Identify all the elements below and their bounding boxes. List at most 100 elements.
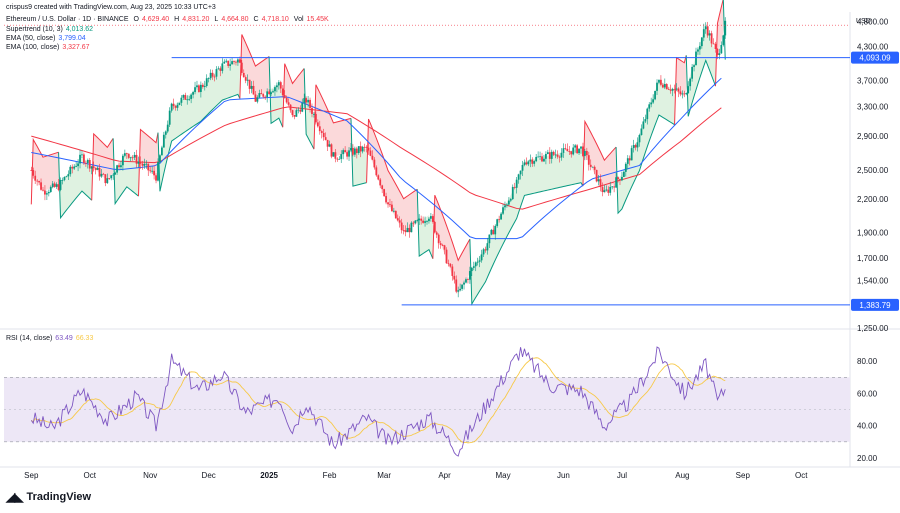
candle-body — [605, 189, 608, 191]
candle-body — [61, 179, 64, 181]
supertrend-legend[interactable]: Supertrend (10, 3) 4,013.62 — [6, 25, 96, 34]
candle-body — [660, 79, 662, 85]
candle-body — [671, 88, 674, 91]
candle-body — [223, 61, 226, 64]
candle-body — [84, 162, 87, 164]
rsi-legend[interactable]: RSI (14, close) 63.49 66.33 — [6, 334, 96, 343]
candle-body — [36, 180, 39, 182]
candle-body — [541, 156, 543, 162]
candle-body — [595, 169, 598, 182]
candle-body — [199, 84, 202, 92]
rsi-ma-value: 66.33 — [75, 335, 94, 342]
candle-body — [209, 72, 212, 79]
candle-body — [506, 204, 508, 206]
candle-body — [40, 182, 42, 190]
candle-body — [240, 62, 243, 73]
x-tick-label: Oct — [84, 471, 97, 480]
candle-body — [710, 33, 713, 44]
candle-body — [622, 171, 625, 177]
candle-body — [414, 220, 417, 224]
candle-body — [281, 88, 284, 96]
candle-body — [106, 178, 109, 184]
candle-body — [184, 94, 187, 100]
candle-body — [92, 166, 95, 169]
candle-body — [262, 94, 265, 97]
candle-body — [127, 153, 130, 158]
candle-body — [188, 98, 191, 100]
candle-body — [371, 155, 374, 160]
supertrend-up-band — [113, 138, 139, 204]
supertrend-down-band — [282, 63, 305, 128]
candle-body — [194, 87, 196, 93]
candle-body — [634, 145, 637, 148]
candle-body — [572, 147, 575, 155]
candle-body — [108, 178, 111, 180]
currency-label[interactable]: USD — [856, 18, 871, 25]
ema50-legend[interactable]: EMA (50, close) 3,799.04 — [6, 34, 89, 43]
supertrend-up-line — [469, 182, 584, 306]
candle-body — [118, 165, 120, 168]
candle-body — [398, 220, 401, 223]
candle-body — [673, 88, 676, 90]
candle-body — [365, 146, 368, 148]
candle-body — [531, 159, 534, 164]
candle-body — [213, 76, 216, 78]
supertrend-up-line — [685, 55, 716, 117]
candle-body — [691, 66, 694, 79]
x-tick-label: Dec — [202, 471, 216, 480]
candle-body — [38, 181, 40, 183]
candle-body — [591, 166, 594, 168]
candle-body — [648, 104, 651, 109]
candle-body — [519, 170, 522, 175]
candle-body — [467, 279, 469, 280]
candle-body — [264, 96, 267, 98]
candle-body — [83, 154, 85, 163]
candle-body — [346, 152, 348, 157]
ema50-label: EMA (50, close) — [6, 35, 56, 42]
candle-body — [568, 151, 571, 153]
candle-body — [258, 93, 261, 98]
supertrend-down-band — [239, 34, 270, 100]
low-label: L — [214, 16, 219, 23]
candle-body — [720, 44, 723, 54]
candle-body — [597, 179, 600, 182]
x-tick-label: Jun — [557, 471, 570, 480]
candle-body — [143, 163, 146, 166]
x-tick-label: Mar — [377, 471, 391, 480]
candle-body — [693, 65, 695, 67]
candle-body — [353, 148, 356, 155]
candle-body — [377, 175, 380, 180]
candle-body — [363, 146, 366, 148]
candle-body — [431, 216, 434, 222]
candle-body — [441, 244, 444, 246]
rsi-y-tick-label: 60.00 — [857, 389, 878, 398]
candle-body — [611, 186, 614, 188]
candle-body — [69, 166, 72, 175]
candle-body — [424, 221, 426, 223]
candle-body — [449, 263, 452, 267]
y-tick-label: 1,540.00 — [857, 276, 889, 285]
candle-body — [387, 202, 389, 205]
supertrend-up-line — [350, 118, 367, 187]
candle-body — [276, 85, 278, 88]
candle-body — [355, 148, 358, 154]
candle-body — [320, 131, 323, 133]
candle-body — [160, 147, 163, 156]
candle-body — [180, 97, 183, 103]
candle-body — [385, 196, 387, 203]
symbol-title[interactable]: Ethereum / U.S. Dollar · 1D · BINANCE — [6, 16, 129, 23]
y-tick-label: 1,700.00 — [857, 254, 889, 263]
candle-body — [174, 106, 177, 108]
candle-body — [455, 279, 458, 292]
supertrend-up-line — [157, 93, 241, 192]
candle-body — [168, 110, 171, 125]
candle-body — [619, 179, 621, 181]
supertrend-down-line — [30, 137, 59, 205]
tradingview-logo[interactable]: ◢◣ TradingView — [6, 490, 91, 504]
candle-body — [609, 186, 612, 193]
ema100-legend[interactable]: EMA (100, close) 3,327.67 — [6, 43, 93, 52]
candle-body — [63, 176, 66, 180]
candle-body — [601, 187, 604, 193]
candle-body — [426, 221, 428, 222]
